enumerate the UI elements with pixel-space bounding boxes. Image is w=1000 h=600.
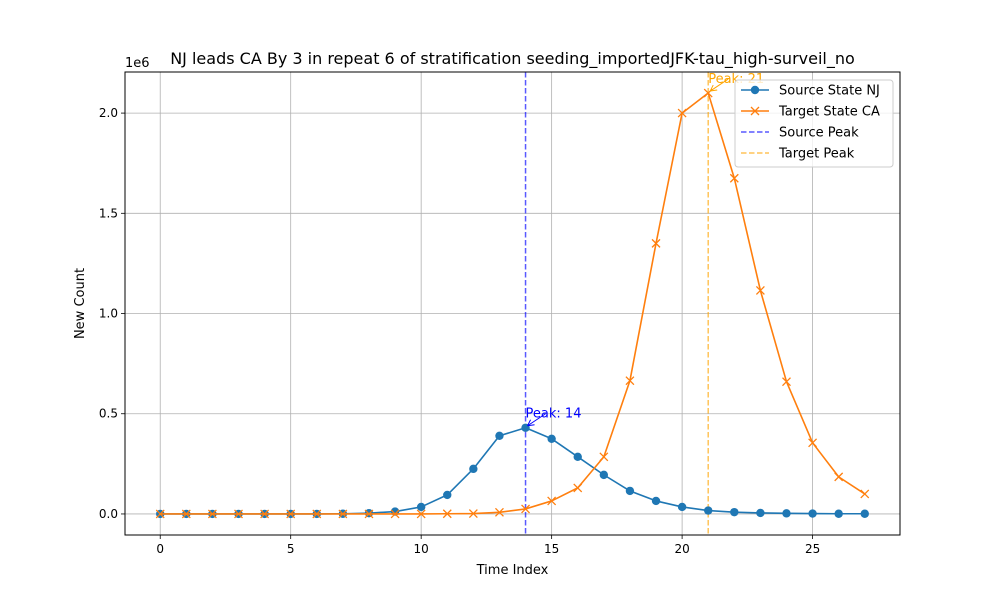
data-point xyxy=(704,506,713,515)
y-tick-label: 0.5 xyxy=(99,407,118,421)
data-point xyxy=(468,509,478,519)
data-point xyxy=(547,496,557,506)
data-point xyxy=(782,509,791,518)
data-point xyxy=(521,504,531,514)
annotation-arrowhead xyxy=(709,84,718,92)
data-point xyxy=(808,509,817,518)
x-tick-label: 25 xyxy=(805,542,820,556)
data-point xyxy=(442,509,452,519)
annotation-arrowhead xyxy=(527,419,535,427)
annotation-arrow xyxy=(709,78,729,92)
legend-label: Target State CA xyxy=(778,105,880,120)
data-point xyxy=(155,509,165,519)
series-line xyxy=(160,426,865,515)
legend-label: Target Peak xyxy=(778,147,855,162)
data-point xyxy=(860,509,869,518)
data-point xyxy=(573,483,583,493)
data-point xyxy=(651,496,661,506)
legend-label: Source Peak xyxy=(779,126,859,141)
data-point xyxy=(338,509,348,519)
data-point xyxy=(599,470,609,480)
data-point xyxy=(599,452,609,462)
legend-item: Source Peak xyxy=(741,126,859,141)
x-tick-label: 5 xyxy=(287,542,295,556)
legend-marker xyxy=(750,85,760,95)
data-point xyxy=(625,486,635,496)
x-axis-ticks: 0 5 10 15 20 25 xyxy=(156,535,820,556)
legend: Source State NJ Target State CA Source Pea… xyxy=(734,79,894,168)
data-point xyxy=(234,509,243,519)
data-point xyxy=(573,452,582,462)
data-point xyxy=(677,502,687,512)
data-point xyxy=(181,509,191,519)
data-series xyxy=(155,88,870,519)
legend-item: Target Peak xyxy=(741,147,855,162)
y-tick-label: 1.5 xyxy=(99,206,118,220)
data-point xyxy=(547,434,556,443)
y-axis-offset-label: 1e6 xyxy=(125,56,150,71)
data-point xyxy=(495,431,504,440)
data-point xyxy=(625,376,635,386)
legend-label: Source State NJ xyxy=(779,84,880,99)
x-axis-label: Time Index xyxy=(476,563,549,578)
plot-frame xyxy=(124,71,901,536)
x-tick-label: 20 xyxy=(674,542,689,556)
legend-item: Target State CA xyxy=(741,105,880,120)
data-point xyxy=(782,377,791,387)
data-point xyxy=(834,472,844,482)
x-tick-label: 0 xyxy=(156,542,164,556)
reference-lines xyxy=(524,72,709,535)
y-tick-label: 2.0 xyxy=(99,106,118,120)
data-point xyxy=(755,286,765,295)
data-point xyxy=(312,509,322,519)
data-point xyxy=(469,464,478,474)
data-point xyxy=(860,489,870,499)
y-tick-label: 1.0 xyxy=(99,307,118,321)
data-point xyxy=(390,509,400,519)
data-point xyxy=(207,509,217,519)
y-axis-ticks: 0.0 0.5 1.0 1.5 2.0 xyxy=(99,106,125,521)
legend-marker xyxy=(750,106,760,116)
data-point xyxy=(677,108,687,118)
series-1 xyxy=(156,423,869,519)
data-point xyxy=(286,509,296,519)
data-point xyxy=(494,507,504,517)
legend-box xyxy=(734,79,894,168)
legend-item: Source State NJ xyxy=(741,84,880,99)
data-point xyxy=(364,509,374,519)
data-point xyxy=(260,509,270,519)
data-point xyxy=(808,438,818,448)
y-tick-label: 0.0 xyxy=(99,507,118,521)
data-point xyxy=(729,173,739,183)
series-2 xyxy=(155,88,870,519)
x-tick-label: 10 xyxy=(414,542,429,556)
annotation-arrow xyxy=(527,413,546,427)
data-point xyxy=(756,508,765,518)
data-point xyxy=(730,507,739,517)
x-tick-label: 15 xyxy=(544,542,559,556)
data-point xyxy=(416,509,426,519)
y-axis-label: New Count xyxy=(73,268,88,339)
data-point xyxy=(834,509,843,518)
data-point xyxy=(443,490,452,500)
series-line xyxy=(160,92,866,515)
data-point xyxy=(416,502,426,512)
chart-title: NJ leads CA By 3 in repeat 6 of stratifi… xyxy=(170,49,855,69)
data-point xyxy=(651,238,661,248)
annotation-label: Peak: 14 xyxy=(526,407,582,422)
